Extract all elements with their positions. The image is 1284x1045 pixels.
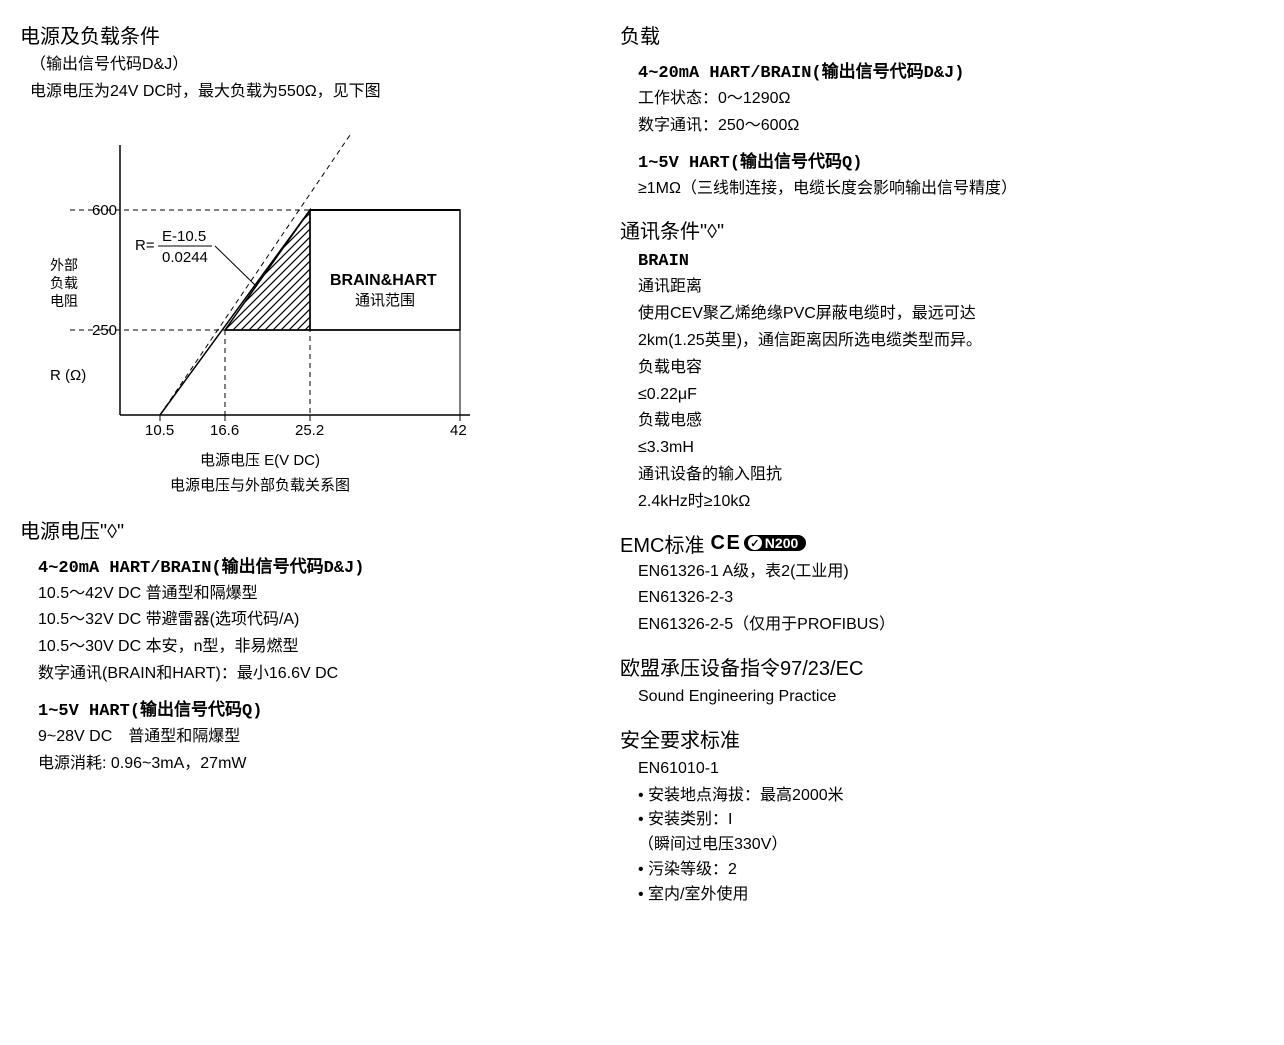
chart-caption: 电源电压与外部负载关系图: [40, 474, 480, 495]
load-line-a0: 工作状态：0～1290Ω: [638, 87, 1264, 112]
comm-ind-heading: 负载电感: [638, 409, 1264, 434]
comm-cap-value: ≤0.22μF: [638, 383, 1264, 408]
comm-imp-value: 2.4kHz时≥10kΩ: [638, 490, 1264, 515]
voltage-line-b0: 9~28V DC 普通型和隔爆型: [38, 725, 580, 750]
voltage-title: 电源电压"◊": [20, 515, 580, 544]
comm-ind-value: ≤3.3mH: [638, 436, 1264, 461]
formula-r: R=: [135, 237, 155, 254]
voltage-line-a1: 10.5～32V DC 带避雷器(选项代码/A): [38, 608, 580, 633]
ped-title: 欧盟承压设备指令97/23/EC: [620, 652, 1264, 681]
load-title: 负载: [620, 20, 1264, 49]
comm-title: 通讯条件"◊": [620, 215, 1264, 244]
formula-num: E-10.5: [162, 228, 206, 245]
comm-brain: BRAIN: [638, 252, 1264, 271]
power-load-subtitle-2: 电源电压为24V DC时，最大负载为550Ω，见下图: [30, 80, 580, 105]
xtick-16-6: 16.6: [210, 422, 239, 439]
ce-mark-icon: C E: [710, 532, 737, 555]
load-line-b: ≥1MΩ（三线制连接，电缆长度会影响输出信号精度）: [638, 177, 1264, 202]
y-unit-label: R (Ω): [50, 367, 86, 384]
emc-line-1: EN61326-2-3: [638, 586, 1264, 611]
ytick-600: 600: [92, 202, 117, 219]
xtick-10-5: 10.5: [145, 422, 174, 439]
emc-title: EMC标准: [620, 529, 704, 558]
comm-dist-body-2: 2km(1.25英里)，通信距离因所选电缆类型而异。: [638, 329, 1264, 354]
voltage-heading-a: 4~20mA HART/BRAIN(输出信号代码D&J): [38, 552, 580, 578]
ytick-250: 250: [92, 322, 117, 339]
region-label-1: BRAIN&HART: [330, 272, 437, 289]
n200-text: N200: [765, 535, 798, 551]
safety-bullet-1: 安装类别：I: [638, 808, 1264, 833]
y-side-label: 外部 负载 电阻: [50, 257, 82, 309]
voltage-heading-b: 1~5V HART(输出信号代码Q): [38, 695, 580, 721]
voltage-line-a2: 10.5～30V DC 本安，n型，非易燃型: [38, 635, 580, 660]
safety-bullet-3: 室内/室外使用: [638, 883, 1264, 908]
power-load-title: 电源及负载条件: [20, 20, 580, 49]
load-chart: 600 250 外部 负载 电阻 R (Ω) 10.5 16.6 25.2 42: [40, 115, 480, 495]
load-heading-a: 4~20mA HART/BRAIN(输出信号代码D&J): [638, 57, 1264, 83]
load-heading-b: 1~5V HART(输出信号代码Q): [638, 147, 1264, 173]
formula-den: 0.0244: [162, 249, 208, 266]
safety-bullet-0: 安装地点海拔：最高2000米: [638, 784, 1264, 809]
power-load-subtitle-1: （输出信号代码D&J）: [30, 53, 580, 78]
comm-dist-heading: 通讯距离: [638, 275, 1264, 300]
safety-bullet-2: 污染等级：2: [638, 858, 1264, 883]
voltage-line-a0: 10.5～42V DC 普通型和隔爆型: [38, 582, 580, 607]
load-line-a1: 数字通讯：250～600Ω: [638, 114, 1264, 139]
voltage-line-a3: 数字通讯(BRAIN和HART)：最小16.6V DC: [38, 662, 580, 687]
xtick-25-2: 25.2: [295, 422, 324, 439]
region-label-2: 通讯范围: [355, 292, 415, 309]
comm-imp-heading: 通讯设备的输入阻抗: [638, 463, 1264, 488]
n200-badge: ✓ N200: [744, 535, 806, 551]
safety-paren: （瞬间过电压330V）: [638, 833, 1264, 858]
check-icon: ✓: [748, 536, 762, 550]
voltage-line-b1: 电源消耗: 0.96~3mA，27mW: [38, 752, 580, 777]
ped-line: Sound Engineering Practice: [638, 685, 1264, 710]
comm-cap-heading: 负载电容: [638, 356, 1264, 381]
emc-line-2: EN61326-2-5（仅用于PROFIBUS）: [638, 613, 1264, 638]
safety-title: 安全要求标准: [620, 724, 1264, 753]
safety-std: EN61010-1: [638, 757, 1264, 782]
comm-dist-body-1: 使用CEV聚乙烯绝缘PVC屏蔽电缆时，最远可达: [638, 302, 1264, 327]
emc-line-0: EN61326-1 A级，表2(工业用): [638, 560, 1264, 585]
xtick-42: 42: [450, 422, 467, 439]
chart-x-axis-label: 电源电压 E(V DC): [40, 449, 480, 470]
